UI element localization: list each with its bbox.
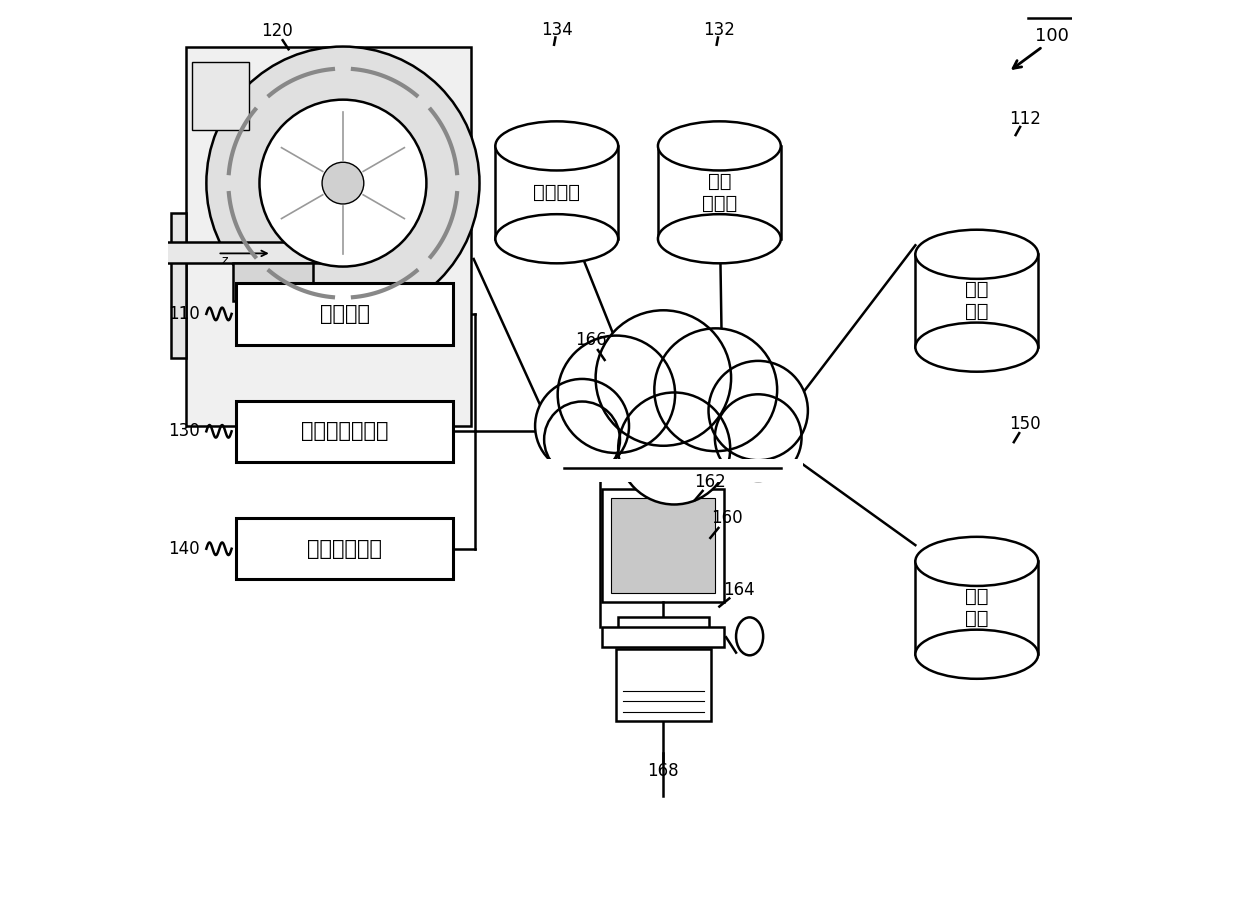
- Text: 134: 134: [541, 22, 573, 39]
- Ellipse shape: [658, 214, 781, 264]
- Bar: [236, 400, 453, 462]
- Circle shape: [655, 328, 777, 451]
- Text: 狭窄单元: 狭窄单元: [320, 304, 370, 324]
- Text: z: z: [222, 255, 228, 267]
- Text: 168: 168: [647, 762, 680, 780]
- Circle shape: [619, 392, 730, 505]
- Bar: [171, 214, 186, 358]
- Bar: [658, 146, 781, 239]
- Ellipse shape: [495, 214, 619, 264]
- Text: 100: 100: [1035, 26, 1069, 44]
- Bar: [164, 242, 363, 263]
- Bar: [915, 562, 1038, 654]
- Text: 132: 132: [703, 22, 735, 39]
- Text: 供给区域图单元: 供给区域图单元: [301, 421, 388, 441]
- Ellipse shape: [658, 121, 781, 170]
- Bar: [233, 263, 312, 301]
- Circle shape: [714, 394, 801, 481]
- Bar: [616, 649, 711, 721]
- Bar: [523, 459, 804, 482]
- Circle shape: [544, 401, 620, 477]
- Ellipse shape: [915, 323, 1038, 371]
- Text: 靶向灸注单元: 靶向灸注单元: [308, 539, 382, 559]
- Text: 112: 112: [1008, 110, 1040, 128]
- Bar: [192, 62, 249, 130]
- Circle shape: [259, 100, 427, 266]
- Ellipse shape: [915, 230, 1038, 279]
- Bar: [603, 627, 724, 647]
- Text: 110: 110: [167, 305, 200, 323]
- Text: 解剖模型: 解剖模型: [533, 183, 580, 202]
- Bar: [186, 46, 471, 426]
- Bar: [611, 498, 715, 593]
- Circle shape: [708, 361, 808, 460]
- Bar: [236, 518, 453, 580]
- Circle shape: [536, 379, 629, 473]
- Text: 140: 140: [167, 540, 200, 558]
- Ellipse shape: [915, 630, 1038, 679]
- Bar: [495, 146, 619, 239]
- Ellipse shape: [915, 537, 1038, 586]
- Bar: [603, 489, 724, 602]
- Circle shape: [206, 46, 480, 320]
- Text: 120: 120: [260, 22, 293, 40]
- Text: 150: 150: [1009, 415, 1040, 433]
- Text: 164: 164: [723, 582, 755, 599]
- Ellipse shape: [495, 121, 619, 170]
- Ellipse shape: [737, 617, 763, 655]
- Text: 160: 160: [711, 509, 743, 527]
- Circle shape: [322, 162, 363, 204]
- Text: 166: 166: [575, 331, 606, 349]
- Bar: [236, 284, 453, 344]
- Circle shape: [558, 335, 675, 453]
- Text: 供给
区域图: 供给 区域图: [702, 172, 737, 213]
- Text: 狭窄
位置: 狭窄 位置: [965, 587, 988, 629]
- Text: 162: 162: [694, 473, 727, 491]
- Bar: [619, 617, 708, 631]
- Text: 130: 130: [167, 422, 200, 440]
- Text: 狭窄
位置: 狭窄 位置: [965, 280, 988, 322]
- Bar: [915, 255, 1038, 347]
- Circle shape: [595, 310, 732, 446]
